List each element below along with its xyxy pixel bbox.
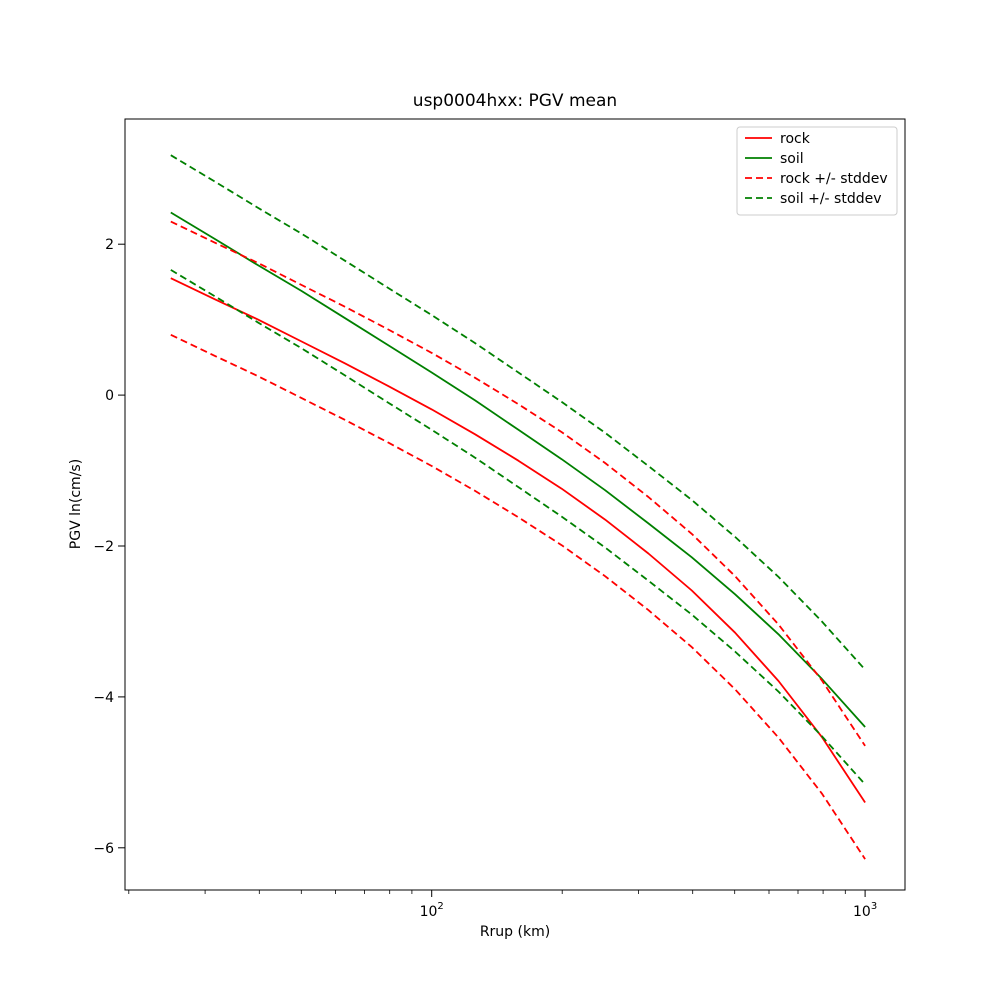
chart-title: usp0004hxx: PGV mean (413, 91, 617, 111)
curve-rock-plus-stddev (170, 220, 866, 747)
y-tick-label: −4 (93, 690, 114, 706)
legend-label-3: rock +/- stddev (780, 171, 888, 187)
curve-rock-minus-stddev (170, 333, 866, 860)
y-tick-label: 2 (105, 237, 114, 253)
curve-soil-minus-stddev (170, 269, 866, 786)
legend-label-1: rock (780, 131, 811, 147)
y-tick-label: 0 (105, 388, 114, 404)
plot-render-root: 102 103 2 0 −2 −4 −6 rock soil rock +/- stddev soi… (93, 126, 898, 920)
y-tick-label: −2 (93, 539, 114, 555)
x-axis-label: Rrup (km) (480, 924, 550, 940)
curve-rock (170, 277, 866, 803)
y-tick-label: −6 (93, 841, 114, 857)
curve-soil-plus-stddev (170, 154, 866, 671)
legend-box (736, 126, 898, 216)
y-axis-label: PGV ln(cm/s) (68, 459, 84, 549)
x-tick-label: 102 (420, 901, 444, 920)
legend-label-4: soil +/- stddev (780, 191, 882, 207)
legend-label-2: soil (780, 151, 804, 167)
x-tick-label: 103 (853, 901, 877, 920)
plot-border (124, 118, 906, 891)
curve-soil (170, 211, 866, 728)
